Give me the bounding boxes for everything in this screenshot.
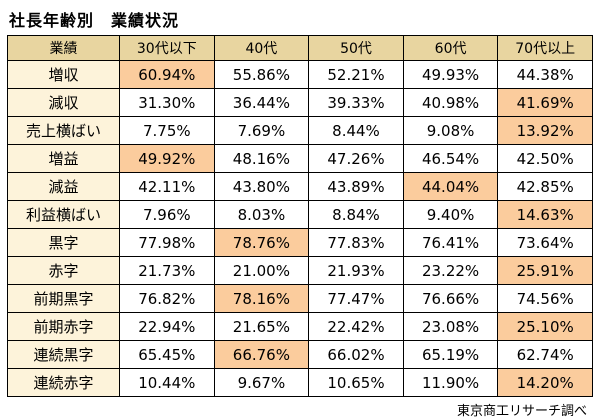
row-label: 連続黒字 xyxy=(7,340,120,369)
column-header: 70代以上 xyxy=(497,35,593,61)
value-cell: 36.44% xyxy=(213,88,310,117)
table-row: 減収 31.30% 36.44% 39.33% 40.98% 41.69% xyxy=(7,88,593,117)
value-cell: 77.98% xyxy=(119,228,215,257)
table-row: 赤字 21.73% 21.00% 21.93% 23.22% 25.91% xyxy=(7,256,593,285)
value-cell: 41.69% xyxy=(497,88,593,117)
row-label: 赤字 xyxy=(7,256,120,285)
table-row: 増益 49.92% 48.16% 47.26% 46.54% 42.50% xyxy=(7,144,593,173)
value-cell: 42.85% xyxy=(497,172,593,201)
value-cell: 8.03% xyxy=(213,200,310,229)
value-cell: 22.42% xyxy=(308,312,404,341)
source-note: 東京商工リサーチ調べ xyxy=(456,404,587,417)
value-cell: 40.98% xyxy=(402,88,499,117)
row-label: 黒字 xyxy=(7,228,120,257)
column-header: 業績 xyxy=(7,35,120,61)
value-cell: 39.33% xyxy=(308,88,404,117)
row-label: 前期赤字 xyxy=(7,312,120,341)
value-cell: 49.92% xyxy=(119,144,215,173)
value-cell: 78.76% xyxy=(213,228,310,257)
table-row: 減益 42.11% 43.80% 43.89% 44.04% 42.85% xyxy=(7,172,593,201)
value-cell: 7.75% xyxy=(119,116,215,145)
row-label: 増益 xyxy=(7,144,120,173)
value-cell: 43.89% xyxy=(308,172,404,201)
value-cell: 42.11% xyxy=(119,172,215,201)
value-cell: 44.38% xyxy=(497,60,593,89)
value-cell: 76.66% xyxy=(402,284,499,313)
column-header: 60代 xyxy=(402,35,499,61)
table-header: 業績 30代以下 40代 50代 60代 70代以上 xyxy=(7,35,593,61)
value-cell: 73.64% xyxy=(497,228,593,257)
value-cell: 66.02% xyxy=(308,340,404,369)
value-cell: 47.26% xyxy=(308,144,404,173)
row-label: 前期黒字 xyxy=(7,284,120,313)
value-cell: 14.20% xyxy=(497,368,593,397)
value-cell: 9.67% xyxy=(213,368,310,397)
value-cell: 21.93% xyxy=(308,256,404,285)
value-cell: 10.44% xyxy=(119,368,215,397)
value-cell: 7.69% xyxy=(213,116,310,145)
value-cell: 23.22% xyxy=(402,256,499,285)
value-cell: 46.54% xyxy=(402,144,499,173)
value-cell: 76.41% xyxy=(402,228,499,257)
value-cell: 10.65% xyxy=(308,368,404,397)
value-cell: 23.08% xyxy=(402,312,499,341)
value-cell: 7.96% xyxy=(119,200,215,229)
table-row: 前期黒字 76.82% 78.16% 77.47% 76.66% 74.56% xyxy=(7,284,593,313)
value-cell: 21.65% xyxy=(213,312,310,341)
value-cell: 8.84% xyxy=(308,200,404,229)
table-row: 黒字 77.98% 78.76% 77.83% 76.41% 73.64% xyxy=(7,228,593,257)
value-cell: 62.74% xyxy=(497,340,593,369)
value-cell: 77.47% xyxy=(308,284,404,313)
value-cell: 52.21% xyxy=(308,60,404,89)
value-cell: 76.82% xyxy=(119,284,215,313)
value-cell: 22.94% xyxy=(119,312,215,341)
column-header: 30代以下 xyxy=(119,35,215,61)
table-row: 連続赤字 10.44% 9.67% 10.65% 11.90% 14.20% xyxy=(7,368,593,397)
value-cell: 31.30% xyxy=(119,88,215,117)
page-title: 社長年齢別 業績状況 xyxy=(9,11,180,30)
table-row: 売上横ばい 7.75% 7.69% 8.44% 9.08% 13.92% xyxy=(7,116,593,145)
table-body: 増収 60.94% 55.86% 52.21% 49.93% 44.38% 減収 31.30%… xyxy=(7,60,593,397)
value-cell: 44.04% xyxy=(402,172,499,201)
value-cell: 14.63% xyxy=(497,200,593,229)
value-cell: 48.16% xyxy=(213,144,310,173)
value-cell: 55.86% xyxy=(213,60,310,89)
performance-table: 業績 30代以下 40代 50代 60代 70代以上 増収 60.94% 55.86% 52.2… xyxy=(7,35,593,397)
value-cell: 60.94% xyxy=(119,60,215,89)
value-cell: 13.92% xyxy=(497,116,593,145)
value-cell: 9.08% xyxy=(402,116,499,145)
value-cell: 25.91% xyxy=(497,256,593,285)
row-label: 利益横ばい xyxy=(7,200,120,229)
row-label: 連続赤字 xyxy=(7,368,120,397)
value-cell: 42.50% xyxy=(497,144,593,173)
row-label: 減収 xyxy=(7,88,120,117)
value-cell: 77.83% xyxy=(308,228,404,257)
row-label: 減益 xyxy=(7,172,120,201)
value-cell: 25.10% xyxy=(497,312,593,341)
value-cell: 11.90% xyxy=(402,368,499,397)
value-cell: 49.93% xyxy=(402,60,499,89)
value-cell: 65.45% xyxy=(119,340,215,369)
value-cell: 8.44% xyxy=(308,116,404,145)
table-row: 利益横ばい 7.96% 8.03% 8.84% 9.40% 14.63% xyxy=(7,200,593,229)
column-header: 40代 xyxy=(213,35,310,61)
row-label: 増収 xyxy=(7,60,120,89)
value-cell: 66.76% xyxy=(213,340,310,369)
table-row: 前期赤字 22.94% 21.65% 22.42% 23.08% 25.10% xyxy=(7,312,593,341)
value-cell: 74.56% xyxy=(497,284,593,313)
table-row: 連続黒字 65.45% 66.76% 66.02% 65.19% 62.74% xyxy=(7,340,593,369)
value-cell: 43.80% xyxy=(213,172,310,201)
row-label: 売上横ばい xyxy=(7,116,120,145)
value-cell: 9.40% xyxy=(402,200,499,229)
value-cell: 21.00% xyxy=(213,256,310,285)
value-cell: 21.73% xyxy=(119,256,215,285)
header-row: 業績 30代以下 40代 50代 60代 70代以上 xyxy=(7,35,593,61)
value-cell: 65.19% xyxy=(402,340,499,369)
value-cell: 78.16% xyxy=(213,284,310,313)
column-header: 50代 xyxy=(308,35,404,61)
table-row: 増収 60.94% 55.86% 52.21% 49.93% 44.38% xyxy=(7,60,593,89)
